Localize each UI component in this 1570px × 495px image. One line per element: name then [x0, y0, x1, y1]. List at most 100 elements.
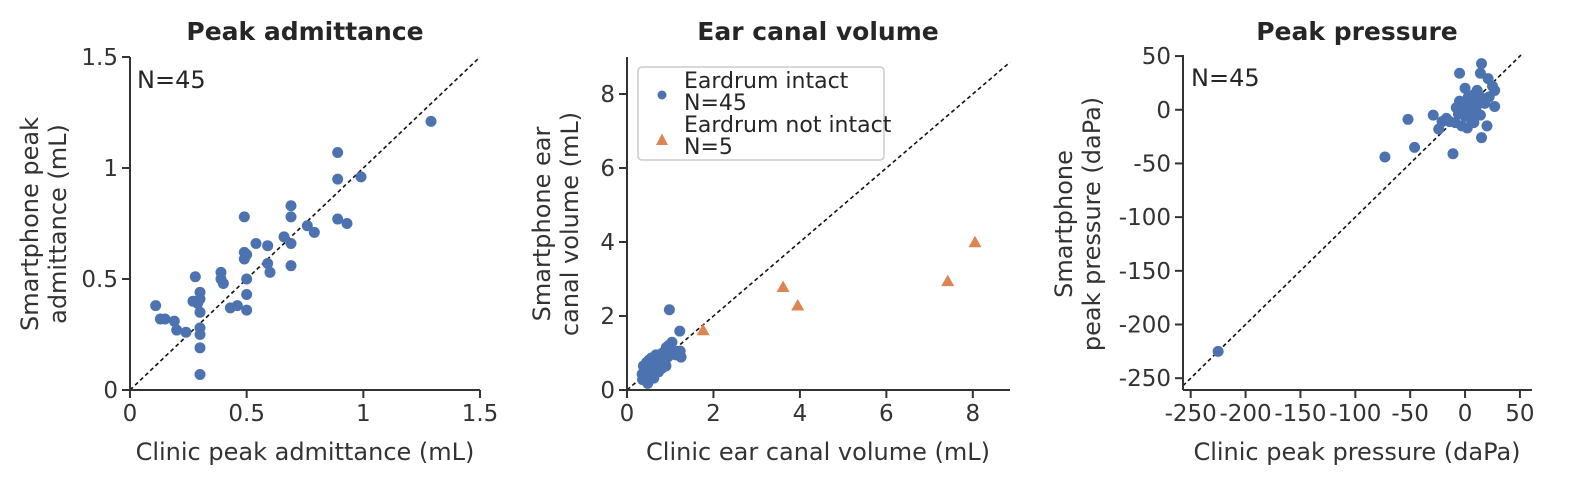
legend-entry2-line2: N=5 [684, 135, 733, 160]
data-point-circle [238, 253, 250, 265]
y-tick-label: 0.5 [81, 267, 118, 293]
data-point-circle [285, 211, 297, 223]
data-point-circle [425, 115, 437, 127]
data-point-circle [355, 171, 367, 183]
y-tick-label: 2 [600, 304, 615, 330]
data-point-circle [1483, 91, 1495, 103]
y-tick-label: -200 [1119, 313, 1171, 339]
data-point-triangle [696, 323, 710, 336]
y-tick-label: -100 [1119, 205, 1171, 231]
x-tick-label: 0 [1458, 401, 1473, 427]
y-tick-label: -150 [1119, 259, 1171, 285]
data-point-circle [668, 345, 680, 357]
data-point-circle [1447, 148, 1459, 160]
legend-marker-triangle [656, 133, 668, 145]
data-point-circle [180, 326, 192, 338]
data-point-circle [241, 289, 253, 301]
data-point-circle [1452, 108, 1464, 120]
data-point-circle [1458, 97, 1470, 109]
x-tick-label: -100 [1329, 401, 1381, 427]
plot1-ylabel-line2: admittance (mL) [44, 124, 72, 324]
y-tick-label: -250 [1119, 366, 1171, 392]
x-tick-label: 0 [123, 401, 138, 427]
data-point-circle [150, 300, 162, 312]
x-tick-label: -150 [1274, 401, 1326, 427]
plot3-title: Peak pressure [1256, 17, 1458, 46]
plot1-title: Peak admittance [186, 17, 423, 46]
legend-entry2-line1: Eardrum not intact [684, 113, 892, 138]
y-tick-label: 0 [1156, 98, 1171, 124]
data-point-circle [301, 220, 313, 232]
data-point-triangle [968, 235, 982, 248]
x-tick-label: -50 [1391, 401, 1429, 427]
legend-entry1-line2: N=45 [684, 91, 747, 116]
data-point-circle [194, 368, 206, 380]
x-tick-label: 8 [966, 401, 981, 427]
data-point-circle [1486, 80, 1498, 92]
data-point-circle [1440, 112, 1452, 124]
data-point-circle [1402, 113, 1414, 125]
data-point-circle [1476, 132, 1488, 144]
y-tick-label: 1 [103, 156, 118, 182]
data-point-circle [332, 146, 344, 158]
y-tick-label: 0 [103, 378, 118, 404]
legend: Eardrum intact N=45 Eardrum not intact N… [637, 66, 892, 161]
data-point-circle [217, 277, 229, 289]
data-point-circle [262, 240, 274, 252]
y-tick-label: 50 [1142, 44, 1171, 70]
data-point-circle [264, 266, 276, 278]
x-tick-label: 0 [620, 401, 635, 427]
data-point-circle [194, 342, 206, 354]
plots-text-layer: Peak admittance N=45 Clinic peak admitta… [16, 17, 1521, 466]
data-point-circle [241, 304, 253, 316]
plot2-ylabel-line1: Smartphone ear [528, 127, 556, 322]
x-tick-label: 6 [879, 401, 894, 427]
data-point-circle [674, 325, 686, 337]
data-point-circle [285, 200, 297, 212]
data-point-circle [159, 313, 171, 325]
data-point-triangle [776, 280, 790, 293]
y-tick-label: 4 [600, 230, 615, 256]
data-point-triangle [941, 274, 955, 287]
data-point-circle [231, 300, 243, 312]
data-point-circle [1409, 141, 1421, 153]
data-point-circle [1212, 345, 1224, 357]
data-point-circle [262, 257, 274, 269]
plot1-n-annotation: N=45 [137, 66, 206, 94]
data-point-circle [285, 237, 297, 249]
x-tick-label: 1 [356, 401, 371, 427]
data-point-circle [194, 329, 206, 340]
plot3-xlabel: Clinic peak pressure (daPa) [1193, 438, 1520, 466]
plot2-title: Ear canal volume [697, 17, 938, 46]
x-tick-label: -250 [1165, 401, 1217, 427]
x-tick-label: 1.5 [462, 401, 499, 427]
data-point-circle [663, 304, 675, 316]
data-point-circle [308, 226, 320, 238]
data-point-circle [1489, 101, 1501, 113]
plot2-xlabel: Clinic ear canal volume (mL) [646, 438, 990, 466]
data-point-circle [189, 271, 201, 283]
subplot-2: 0 2 4 6 8 0 2 4 6 8 [600, 57, 1011, 427]
data-point-circle [194, 293, 206, 305]
legend-box [637, 66, 885, 161]
data-point-triangle [791, 299, 805, 311]
x-tick-label: -200 [1219, 401, 1271, 427]
data-point-circle [1476, 58, 1488, 70]
y-tick-label: 8 [600, 82, 615, 108]
x-tick-label: 50 [1505, 401, 1534, 427]
subplot-3: -250 -200 -150 -100 -50 0 50500-50-100-150-200… [1119, 44, 1535, 427]
data-point-circle [285, 260, 297, 272]
data-point-circle [250, 237, 262, 249]
y-tick-label: -50 [1133, 151, 1171, 177]
plot3-n-annotation: N=45 [1191, 64, 1260, 92]
data-point-circle [332, 213, 344, 225]
plot3-ylabel-line1: Smartphone [1050, 150, 1078, 298]
plot1-xlabel: Clinic peak admittance (mL) [136, 438, 475, 466]
legend-marker-circle [657, 90, 667, 100]
plot2-ylabel-line2: canal volume (mL) [556, 112, 584, 336]
x-tick-label: 4 [793, 401, 808, 427]
data-point-circle [168, 315, 180, 327]
